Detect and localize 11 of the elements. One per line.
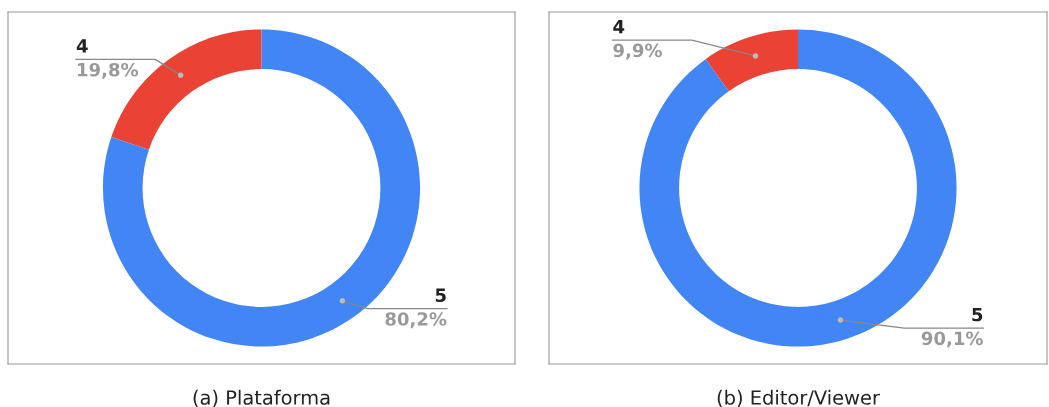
slice-label: 4 [613,19,625,34]
slice-label: 4 [76,39,88,53]
text: (a) Plataforma [193,389,330,407]
data-label: 19,8% [78,62,139,79]
data-label: 9,9% [613,43,662,60]
donut-slice [705,29,798,92]
data-label: 90,1% [921,331,983,348]
slice-label: 5 [435,288,446,303]
text: (b) Editor/Viewer [717,389,880,407]
data-label: 80,2% [385,312,447,329]
slice-label: 5 [972,307,983,322]
